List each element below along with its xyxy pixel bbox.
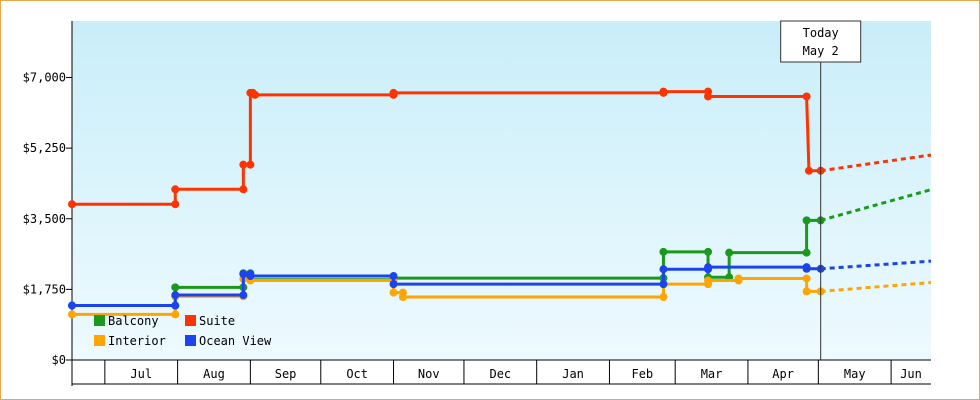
data-point [171, 185, 180, 194]
data-point [802, 92, 811, 101]
legend-swatch-balcony [94, 315, 105, 326]
x-tick-label: Jul [130, 367, 152, 381]
data-point [659, 87, 668, 96]
x-tick-label: Apr [772, 367, 794, 381]
data-point [802, 264, 811, 273]
x-tick-label: Sep [275, 367, 297, 381]
axes: $0 $1,750 $3,500 $5,250 $7,000 Jul Aug Sep Oct No… [23, 21, 931, 386]
forecast-line-suite [820, 153, 932, 173]
series-line-balcony [72, 218, 821, 308]
x-tick-label: May [844, 367, 866, 381]
x-tick-label: Aug [203, 367, 225, 381]
data-point [802, 287, 811, 296]
data-point [68, 310, 76, 319]
data-point [171, 310, 180, 319]
legend: Balcony Suite Interior Ocean View [94, 314, 272, 348]
legend-label-suite: Suite [199, 314, 235, 328]
data-point [704, 263, 713, 272]
legend-label-interior: Interior [108, 334, 166, 348]
y-tick-label: $5,250 [23, 141, 66, 155]
data-point [389, 288, 398, 297]
data-point [171, 301, 180, 310]
x-tick-label: Feb [631, 367, 653, 381]
data-point [239, 291, 248, 300]
series-suite [68, 87, 932, 209]
series-line-suite [72, 90, 821, 206]
today-label: Today [803, 26, 839, 40]
data-point [239, 270, 248, 279]
data-point [734, 274, 743, 283]
data-point [171, 283, 180, 292]
data-point [725, 248, 734, 257]
data-point [704, 247, 713, 256]
data-point [246, 160, 255, 169]
forecast-line-ocean-view [820, 259, 932, 271]
x-tick-label: Oct [346, 367, 368, 381]
data-point [804, 166, 813, 175]
series-line-ocean-view [72, 265, 821, 308]
data-point [171, 291, 180, 300]
series-group [68, 87, 932, 319]
y-tick-label: $7,000 [23, 71, 66, 85]
today-box [780, 20, 862, 63]
data-point [239, 185, 248, 194]
legend-swatch-ocean-view [185, 335, 196, 346]
data-point [251, 90, 260, 99]
y-tick-label: $1,750 [23, 282, 66, 296]
x-tick-label: Dec [489, 367, 511, 381]
forecast-line-balcony [820, 188, 932, 222]
data-point [659, 247, 668, 256]
y-tick-label: $0 [52, 353, 66, 367]
x-tick-label: Jan [562, 367, 584, 381]
data-point [659, 265, 668, 274]
data-point [802, 248, 811, 257]
legend-label-ocean-view: Ocean View [199, 334, 272, 348]
data-point [659, 280, 668, 289]
data-point [389, 88, 398, 97]
data-point [68, 200, 76, 209]
forecast-line-interior [820, 281, 932, 293]
data-point [704, 92, 713, 101]
y-tick-label: $3,500 [23, 212, 66, 226]
data-point [389, 280, 398, 289]
today-date: May 2 [803, 44, 839, 58]
x-tick-label: Jun [900, 367, 922, 381]
legend-swatch-suite [185, 315, 196, 326]
x-tick-label: Mar [701, 367, 723, 381]
data-point [246, 272, 255, 281]
data-point [659, 293, 668, 302]
data-point [389, 272, 398, 281]
data-point [239, 160, 248, 169]
legend-label-balcony: Balcony [108, 314, 159, 328]
data-point [802, 274, 811, 283]
today-marker: Today May 2 [780, 20, 862, 360]
legend-swatch-interior [94, 335, 105, 346]
data-point [802, 216, 811, 225]
x-tick-label: Nov [418, 367, 440, 381]
data-point [171, 200, 180, 209]
data-point [704, 276, 713, 285]
data-point [398, 293, 407, 302]
data-point [68, 301, 76, 310]
